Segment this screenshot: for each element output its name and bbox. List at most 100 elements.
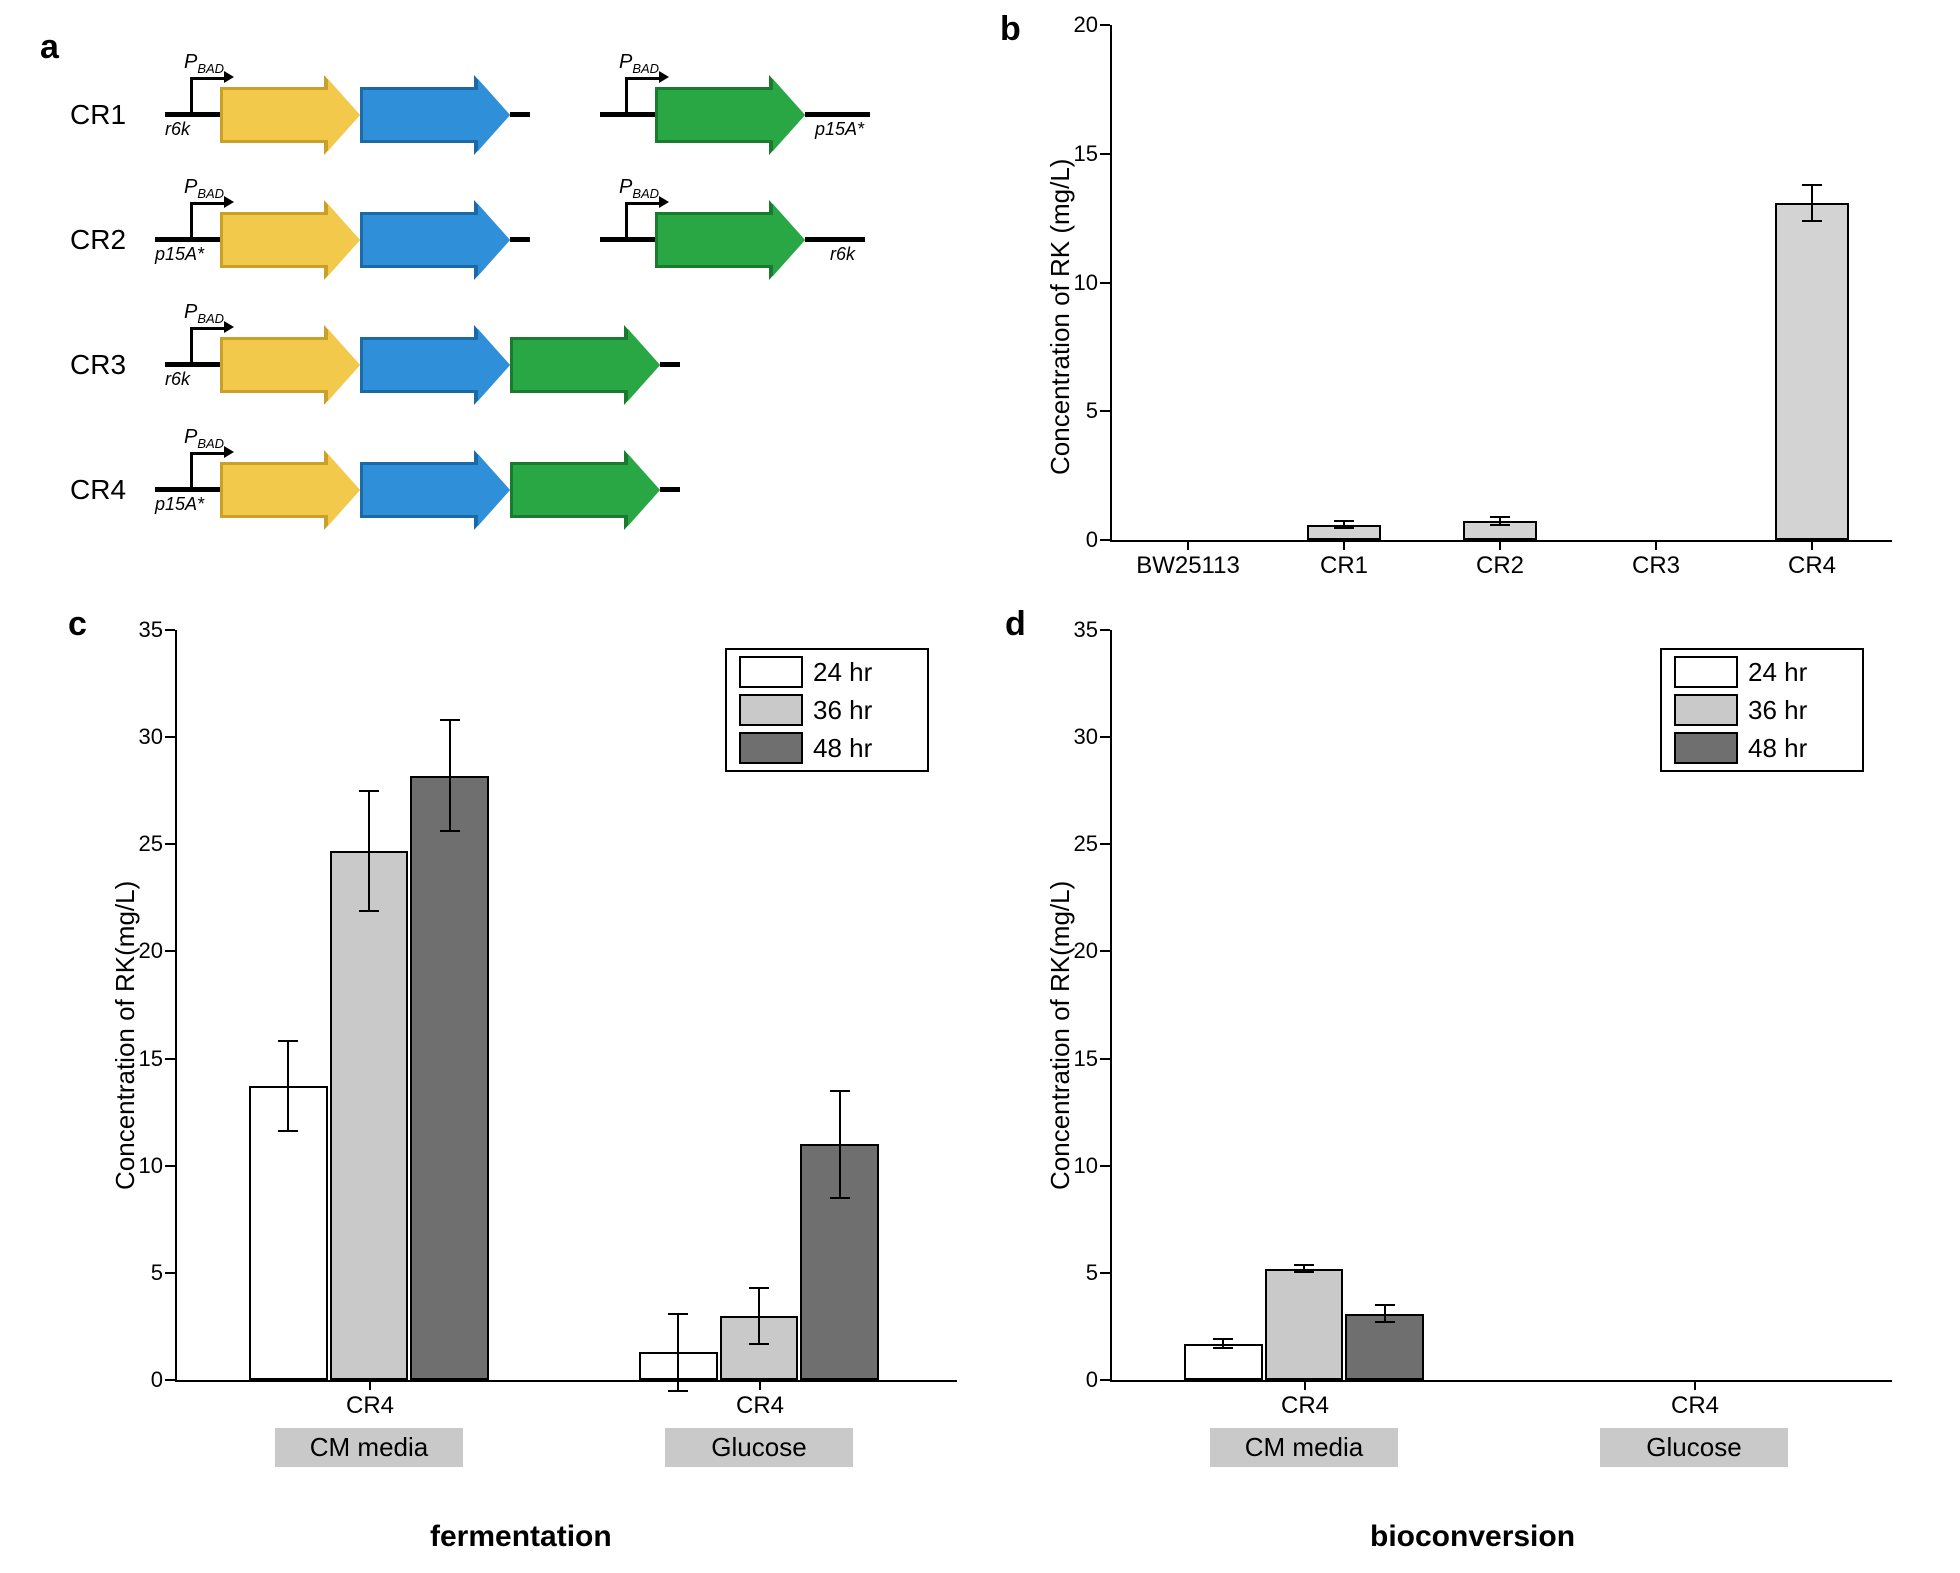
- y-tick-label: 0: [103, 1367, 163, 1393]
- x-tick: [1187, 540, 1189, 550]
- y-tick: [1100, 1058, 1110, 1060]
- construct-baseline: [805, 237, 865, 242]
- y-tick: [1100, 629, 1110, 631]
- y-tick: [1100, 1165, 1110, 1167]
- y-tick-label: 0: [1038, 1367, 1098, 1393]
- legend-item: 36 hr: [1674, 694, 1850, 726]
- promoter-label: PBAD: [184, 426, 224, 451]
- y-tick-label: 0: [1038, 527, 1098, 553]
- panel-a-label: a: [40, 28, 59, 67]
- x-tick-label: BW25113: [1118, 552, 1258, 580]
- error-cap: [1294, 1271, 1314, 1273]
- y-tick-label: 30: [1038, 724, 1098, 750]
- x-tick: [1499, 540, 1501, 550]
- chart-bar: [1345, 1314, 1424, 1380]
- error-cap: [830, 1197, 850, 1199]
- origin-label: r6k: [165, 369, 190, 390]
- gene-arrow: [510, 462, 660, 518]
- construct-baseline: [660, 362, 680, 367]
- construct-label: CR1: [70, 99, 126, 131]
- y-tick: [165, 1272, 175, 1274]
- construct-baseline: [155, 487, 220, 492]
- y-tick-label: 35: [103, 617, 163, 643]
- promoter-stem: [625, 77, 628, 115]
- gene-arrow: [510, 337, 660, 393]
- y-tick-label: 10: [103, 1153, 163, 1179]
- legend-swatch: [739, 656, 803, 688]
- gene-arrow: [655, 212, 805, 268]
- promoter-arm: [190, 327, 224, 330]
- x-tick: [759, 1380, 761, 1390]
- gene-arrow: [220, 337, 360, 393]
- x-tick-label: CR1: [1274, 552, 1414, 580]
- group-label: CR4: [690, 1392, 830, 1420]
- promoter-label: PBAD: [184, 51, 224, 76]
- figure-page: { "panels": {"a":"a","b":"b","c":"c","d"…: [0, 0, 1960, 1573]
- origin-label: r6k: [165, 119, 190, 140]
- chart-bar: [410, 776, 489, 1380]
- y-tick: [165, 736, 175, 738]
- panel-c-section-title: fermentation: [430, 1520, 612, 1554]
- error-bar: [677, 1314, 679, 1391]
- error-cap: [1334, 520, 1354, 522]
- promoter-arrowhead: [224, 196, 234, 208]
- construct-row-cr3: CR3PBADr6k: [70, 305, 970, 425]
- panel-b-ylabel: Concentration of RK (mg/L): [1045, 159, 1076, 475]
- x-tick: [1811, 540, 1813, 550]
- promoter-arm: [625, 202, 659, 205]
- construct-baseline: [805, 112, 870, 117]
- y-tick: [165, 1379, 175, 1381]
- legend-swatch: [1674, 732, 1738, 764]
- origin-label: p15A*: [155, 244, 204, 265]
- panel-d-ylabel: Concentration of RK(mg/L): [1045, 881, 1076, 1190]
- origin-label: r6k: [830, 244, 855, 265]
- legend-text: 48 hr: [813, 733, 872, 764]
- legend-text: 24 hr: [813, 657, 872, 688]
- x-tick: [1694, 1380, 1696, 1390]
- panel-c-label: c: [68, 605, 87, 644]
- construct-label: CR2: [70, 224, 126, 256]
- construct-baseline: [660, 487, 680, 492]
- legend-swatch: [1674, 656, 1738, 688]
- promoter-arm: [190, 452, 224, 455]
- legend-text: 48 hr: [1748, 733, 1807, 764]
- legend-swatch: [1674, 694, 1738, 726]
- panel-d-section-title: bioconversion: [1370, 1520, 1575, 1554]
- panel-b-label: b: [1000, 10, 1021, 49]
- construct-row-cr1: CR1PBADr6kPBADp15A*: [70, 55, 970, 175]
- construct-row-cr2: CR2PBADp15A*PBADr6k: [70, 180, 970, 300]
- error-cap: [668, 1313, 688, 1315]
- legend-item: 48 hr: [739, 732, 915, 764]
- panel-a-diagram: CR1PBADr6kPBADp15A*CR2PBADp15A*PBADr6kCR…: [70, 55, 970, 565]
- legend-text: 36 hr: [1748, 695, 1807, 726]
- gene-arrow: [360, 337, 510, 393]
- y-tick-label: 25: [103, 831, 163, 857]
- x-tick: [1343, 540, 1345, 550]
- y-tick: [165, 1165, 175, 1167]
- error-cap: [1375, 1304, 1395, 1306]
- y-tick: [1100, 539, 1110, 541]
- y-tick: [1100, 24, 1110, 26]
- error-cap: [1213, 1347, 1233, 1349]
- y-tick: [1100, 950, 1110, 952]
- y-tick: [1100, 410, 1110, 412]
- gene-arrow: [220, 462, 360, 518]
- y-tick-label: 20: [1038, 12, 1098, 38]
- error-bar: [1384, 1305, 1386, 1322]
- construct-baseline: [155, 237, 220, 242]
- promoter-label: PBAD: [184, 301, 224, 326]
- promoter-arrowhead: [659, 71, 669, 83]
- error-cap: [749, 1287, 769, 1289]
- legend-item: 48 hr: [1674, 732, 1850, 764]
- legend-item: 36 hr: [739, 694, 915, 726]
- promoter-stem: [190, 77, 193, 115]
- y-tick-label: 15: [1038, 1046, 1098, 1072]
- y-tick-label: 25: [1038, 831, 1098, 857]
- x-tick-label: CR3: [1586, 552, 1726, 580]
- y-tick: [165, 1058, 175, 1060]
- gene-arrow: [360, 212, 510, 268]
- error-cap: [1490, 524, 1510, 526]
- construct-label: CR3: [70, 349, 126, 381]
- y-tick-label: 35: [1038, 617, 1098, 643]
- gene-arrow: [220, 212, 360, 268]
